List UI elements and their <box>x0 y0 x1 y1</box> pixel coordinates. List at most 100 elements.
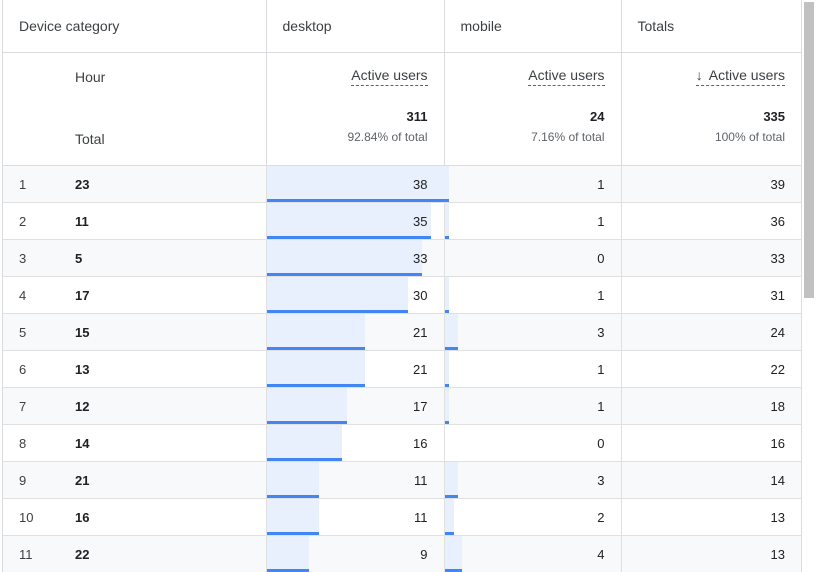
desktop-bar-line <box>266 495 319 498</box>
desktop-bar-line <box>266 458 342 461</box>
mobile-total-value: 24 <box>590 109 605 124</box>
desktop-bar <box>266 536 309 572</box>
report-table: Device category desktop mobile Totals Ho… <box>3 0 801 572</box>
desktop-value: 35 <box>413 213 428 229</box>
mobile-bar-line <box>444 384 449 387</box>
table-row[interactable]: 3 5 33 0 33 <box>3 239 801 277</box>
total-value: 18 <box>770 398 786 414</box>
metric-header-row: Hour Total Active users 311 92.84% of to… <box>3 52 801 166</box>
table-row[interactable]: 7 12 17 1 18 <box>3 387 801 425</box>
desktop-bar-line <box>266 273 422 276</box>
desktop-value-cell: 9 <box>265 535 445 572</box>
table-row[interactable]: 4 17 30 1 31 <box>3 276 801 314</box>
total-value-cell: 13 <box>620 498 801 536</box>
desktop-value-cell: 21 <box>265 313 445 351</box>
table-row[interactable]: 2 11 35 1 36 <box>3 202 801 240</box>
desktop-value-cell: 17 <box>265 387 445 425</box>
desktop-bar <box>266 277 408 313</box>
row-index: 6 <box>3 350 59 388</box>
desktop-value-cell: 11 <box>265 498 445 536</box>
desktop-value: 38 <box>413 176 428 192</box>
mobile-bar-line <box>444 532 454 535</box>
group-header-desktop: desktop <box>265 0 445 53</box>
desktop-metric-cell: Active users 311 92.84% of total <box>265 52 445 166</box>
desktop-bar <box>266 166 445 202</box>
table-row[interactable]: 9 21 11 3 14 <box>3 461 801 499</box>
mobile-value: 0 <box>597 435 605 451</box>
mobile-value: 1 <box>597 213 605 229</box>
mobile-active-users-header[interactable]: Active users <box>528 67 605 86</box>
table-row[interactable]: 8 14 16 0 16 <box>3 424 801 462</box>
total-value: 14 <box>770 472 786 488</box>
desktop-bar-line <box>266 347 365 350</box>
group-header-totals: Totals <box>620 0 801 53</box>
hour-cell: 11 <box>59 202 267 240</box>
mobile-bar-line <box>444 199 449 202</box>
desktop-value-cell: 33 <box>265 239 445 277</box>
desktop-value: 21 <box>413 361 428 377</box>
total-row-label: Total <box>75 131 105 147</box>
hour-cell: 14 <box>59 424 267 462</box>
total-value: 22 <box>770 361 786 377</box>
table-body: 1 23 38 1 39 2 11 35 1 36 3 5 33 0 33 4 17 30 1 31 5 15 21 3 24 6… <box>3 165 801 572</box>
desktop-value-cell: 38 <box>265 165 445 203</box>
desktop-bar-line <box>266 384 365 387</box>
hour-cell: 22 <box>59 535 267 572</box>
mobile-bar <box>444 166 449 202</box>
total-value: 13 <box>770 509 786 525</box>
total-value-cell: 18 <box>620 387 801 425</box>
desktop-bar-line <box>266 421 347 424</box>
desktop-bar <box>266 425 342 461</box>
scrollbar-thumb[interactable] <box>804 2 814 298</box>
row-index: 5 <box>3 313 59 351</box>
mobile-value-cell: 1 <box>443 350 622 388</box>
row-index: 11 <box>3 535 59 572</box>
mobile-value: 1 <box>597 398 605 414</box>
desktop-value: 11 <box>414 509 428 525</box>
mobile-value-cell: 1 <box>443 165 622 203</box>
desktop-active-users-header[interactable]: Active users <box>351 67 428 86</box>
row-index: 3 <box>3 239 59 277</box>
desktop-value-cell: 30 <box>265 276 445 314</box>
report-table-container: Device category desktop mobile Totals Ho… <box>2 0 802 572</box>
mobile-value-cell: 3 <box>443 461 622 499</box>
desktop-value-cell: 11 <box>265 461 445 499</box>
mobile-bar-line <box>444 236 449 239</box>
desktop-bar <box>266 351 365 387</box>
hour-column-header[interactable]: Hour <box>75 69 106 85</box>
table-row[interactable]: 1 23 38 1 39 <box>3 165 801 203</box>
mobile-metric-cell: Active users 24 7.16% of total <box>443 52 622 166</box>
desktop-value: 11 <box>414 472 428 488</box>
mobile-bar <box>444 499 454 535</box>
desktop-bar <box>266 388 347 424</box>
row-index: 8 <box>3 424 59 462</box>
dimension-header: Device category <box>3 0 267 53</box>
hour-cell: 13 <box>59 350 267 388</box>
table-row[interactable]: 11 22 9 4 13 <box>3 535 801 572</box>
desktop-value-cell: 16 <box>265 424 445 462</box>
grand-total-value: 335 <box>763 109 786 124</box>
hour-cell: 16 <box>59 498 267 536</box>
mobile-value: 3 <box>597 472 605 488</box>
desktop-bar <box>266 240 422 276</box>
total-value-cell: 31 <box>620 276 801 314</box>
hour-header-cell: Hour Total <box>3 52 267 166</box>
total-value: 31 <box>770 287 786 303</box>
mobile-bar <box>444 351 449 387</box>
mobile-bar <box>444 203 449 239</box>
total-value-cell: 33 <box>620 239 801 277</box>
mobile-value: 1 <box>597 176 605 192</box>
group-header-mobile: mobile <box>443 0 622 53</box>
table-row[interactable]: 10 16 11 2 13 <box>3 498 801 536</box>
hour-cell: 15 <box>59 313 267 351</box>
group-header-row: Device category desktop mobile Totals <box>3 0 801 53</box>
mobile-value: 1 <box>597 361 605 377</box>
mobile-bar <box>444 462 458 498</box>
table-row[interactable]: 5 15 21 3 24 <box>3 313 801 351</box>
row-index: 9 <box>3 461 59 499</box>
total-value-cell: 36 <box>620 202 801 240</box>
table-row[interactable]: 6 13 21 1 22 <box>3 350 801 388</box>
row-index: 4 <box>3 276 59 314</box>
totals-active-users-header[interactable]: ↓ Active users <box>695 67 786 86</box>
row-index: 2 <box>3 202 59 240</box>
